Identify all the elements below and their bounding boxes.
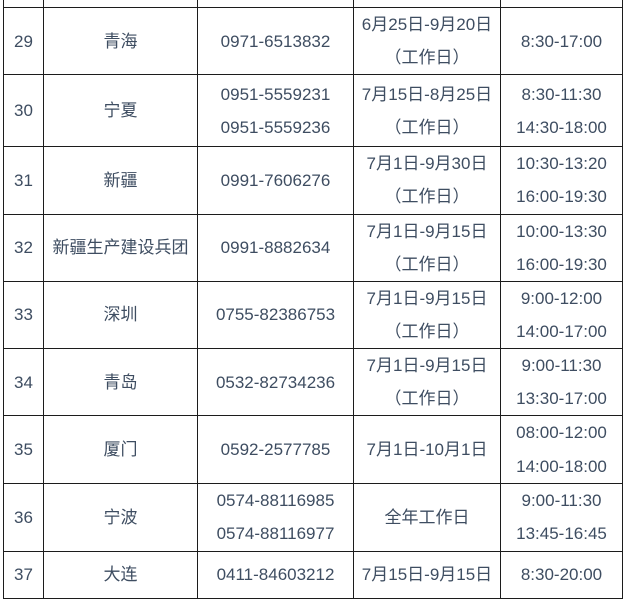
table-row: 31 新疆 0991-7606276 7月1日-9月30日 （工作日） 10:3…	[3, 146, 623, 215]
cell-row-number: 37	[3, 550, 44, 599]
cell-phone: 0971-6513832	[197, 6, 354, 76]
cell-row-number: 34	[3, 348, 44, 417]
table-row: 29 青海 0971-6513832 6月25日-9月20日 （工作日） 8:3…	[3, 6, 623, 76]
cell-dates: 7月15日-8月25日 （工作日）	[353, 74, 501, 148]
table-row: 32 新疆生产建设兵团 0991-8882634 7月1日-9月15日 （工作日…	[3, 213, 623, 282]
cell-region: 厦门	[43, 415, 198, 484]
cell-hours: 08:00-12:00 14:00-18:00	[500, 415, 623, 484]
cell-hours: 9:00-12:00 14:00-17:00	[500, 280, 623, 350]
cell-row-number: 33	[3, 280, 44, 350]
cell-region: 新疆生产建设兵团	[43, 213, 198, 282]
cell-hours: 8:30-17:00	[500, 6, 623, 76]
cell-region: 新疆	[43, 146, 198, 215]
cell-phone: 0991-7606276	[197, 146, 354, 215]
cell-row-number	[3, 0, 44, 8]
table-row: 30 宁夏 0951-5559231 0951-5559236 7月15日-8月…	[3, 74, 623, 148]
cell-dates: 6月25日-9月20日 （工作日）	[353, 6, 501, 76]
cell-dates: 7月1日-9月30日 （工作日）	[353, 146, 501, 215]
cell-row-number: 31	[3, 146, 44, 215]
cell-hours	[500, 0, 623, 8]
cell-dates	[353, 0, 501, 8]
cell-region: 大连	[43, 550, 198, 599]
table-row-partial	[3, 0, 623, 8]
cell-dates: 7月1日-9月15日 （工作日）	[353, 280, 501, 350]
cell-row-number: 29	[3, 6, 44, 76]
cell-hours: 9:00-11:30 13:30-17:00	[500, 348, 623, 417]
cell-phone: 0574-88116985 0574-88116977	[197, 482, 354, 552]
cell-phone: 0951-5559231 0951-5559236	[197, 74, 354, 148]
table-row: 35 厦门 0592-2577785 7月1日-10月1日 08:00-12:0…	[3, 415, 623, 484]
hotline-table: 29 青海 0971-6513832 6月25日-9月20日 （工作日） 8:3…	[3, 0, 623, 599]
cell-region: 青岛	[43, 348, 198, 417]
cell-region: 青海	[43, 6, 198, 76]
cell-dates: 7月1日-9月15日 （工作日）	[353, 348, 501, 417]
hotline-table-container: 29 青海 0971-6513832 6月25日-9月20日 （工作日） 8:3…	[3, 0, 623, 599]
cell-dates: 7月15日-9月15日	[353, 550, 501, 599]
table-row: 36 宁波 0574-88116985 0574-88116977 全年工作日 …	[3, 482, 623, 552]
cell-region: 宁夏	[43, 74, 198, 148]
cell-row-number: 30	[3, 74, 44, 148]
cell-hours: 9:00-11:30 13:45-16:45	[500, 482, 623, 552]
cell-hours: 10:00-13:30 16:00-19:30	[500, 213, 623, 282]
cell-phone	[197, 0, 354, 8]
cell-dates: 7月1日-10月1日	[353, 415, 501, 484]
cell-hours: 10:30-13:20 16:00-19:30	[500, 146, 623, 215]
cell-hours: 8:30-11:30 14:30-18:00	[500, 74, 623, 148]
cell-region: 深圳	[43, 280, 198, 350]
table-row: 34 青岛 0532-82734236 7月1日-9月15日 （工作日） 9:0…	[3, 348, 623, 417]
cell-dates: 全年工作日	[353, 482, 501, 552]
cell-row-number: 36	[3, 482, 44, 552]
table-row: 37 大连 0411-84603212 7月15日-9月15日 8:30-20:…	[3, 550, 623, 599]
cell-phone: 0755-82386753	[197, 280, 354, 350]
cell-phone: 0592-2577785	[197, 415, 354, 484]
cell-region	[43, 0, 198, 8]
cell-phone: 0532-82734236	[197, 348, 354, 417]
cell-hours: 8:30-20:00	[500, 550, 623, 599]
cell-row-number: 35	[3, 415, 44, 484]
table-row: 33 深圳 0755-82386753 7月1日-9月15日 （工作日） 9:0…	[3, 280, 623, 350]
cell-region: 宁波	[43, 482, 198, 552]
cell-row-number: 32	[3, 213, 44, 282]
cell-phone: 0991-8882634	[197, 213, 354, 282]
cell-dates: 7月1日-9月15日 （工作日）	[353, 213, 501, 282]
cell-phone: 0411-84603212	[197, 550, 354, 599]
